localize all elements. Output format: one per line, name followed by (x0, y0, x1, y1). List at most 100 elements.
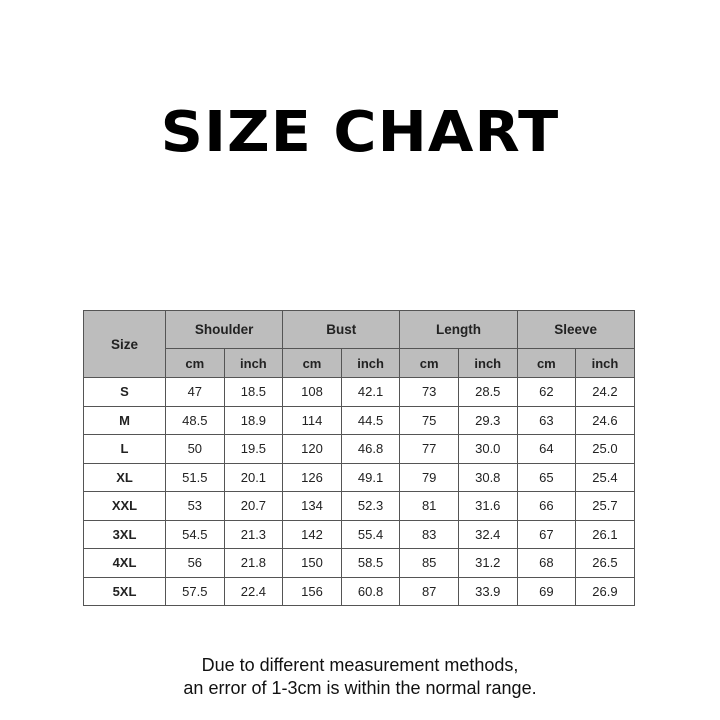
value-cell: 29.3 (457, 405, 518, 435)
page-title: SIZE CHART (160, 100, 560, 165)
table-row: XL 51.5 20.1 126 49.1 79 30.8 65 25.4 (83, 462, 635, 492)
value-cell: 75 (399, 405, 459, 435)
size-cell: 3XL (83, 519, 166, 549)
unit-header: inch (340, 348, 401, 378)
value-cell: 73 (399, 377, 459, 407)
value-cell: 52.3 (340, 491, 401, 521)
value-cell: 57.5 (165, 576, 225, 606)
group-header-shoulder: Shoulder (164, 310, 284, 349)
value-cell: 67 (516, 519, 577, 549)
value-cell: 33.9 (457, 576, 518, 606)
value-cell: 142 (282, 519, 342, 549)
size-cell: L (83, 434, 166, 464)
value-cell: 18.5 (223, 377, 284, 407)
value-cell: 25.4 (575, 462, 635, 492)
value-cell: 21.3 (223, 519, 284, 549)
value-cell: 24.2 (575, 377, 635, 407)
value-cell: 63 (516, 405, 577, 435)
value-cell: 126 (282, 462, 342, 492)
value-cell: 51.5 (165, 462, 225, 492)
value-cell: 31.6 (457, 491, 518, 521)
table-row: S 47 18.5 108 42.1 73 28.5 62 24.2 (83, 377, 635, 407)
value-cell: 18.9 (223, 405, 284, 435)
value-cell: 120 (282, 434, 342, 464)
table-row: XXL 53 20.7 134 52.3 81 31.6 66 25.7 (83, 491, 635, 521)
value-cell: 46.8 (340, 434, 401, 464)
value-cell: 54.5 (165, 519, 225, 549)
value-cell: 87 (399, 576, 459, 606)
value-cell: 26.9 (575, 576, 635, 606)
value-cell: 22.4 (223, 576, 284, 606)
value-cell: 64 (516, 434, 577, 464)
value-cell: 150 (282, 548, 342, 578)
value-cell: 66 (516, 491, 577, 521)
unit-header: cm (282, 348, 342, 378)
value-cell: 77 (399, 434, 459, 464)
size-cell: M (83, 405, 166, 435)
group-header-bust: Bust (282, 310, 401, 349)
unit-header: cm (165, 348, 225, 378)
value-cell: 108 (282, 377, 342, 407)
value-cell: 81 (399, 491, 459, 521)
size-cell: XXL (83, 491, 166, 521)
table-row: 3XL 54.5 21.3 142 55.4 83 32.4 67 26.1 (83, 519, 635, 549)
unit-header: cm (516, 348, 577, 378)
header-row-groups: Size Shoulder Bust Length Sleeve (83, 310, 635, 378)
unit-header: inch (223, 348, 284, 378)
table-row: M 48.5 18.9 114 44.5 75 29.3 63 24.6 (83, 405, 635, 435)
table-row: 4XL 56 21.8 150 58.5 85 31.2 68 26.5 (83, 548, 635, 578)
value-cell: 55.4 (340, 519, 401, 549)
value-cell: 25.7 (575, 491, 635, 521)
header-row-units: cm inch cm inch cm inch cm inch (84, 348, 635, 378)
value-cell: 58.5 (340, 548, 401, 578)
value-cell: 49.1 (340, 462, 401, 492)
table-row: L 50 19.5 120 46.8 77 30.0 64 25.0 (83, 434, 635, 464)
value-cell: 47 (165, 377, 225, 407)
value-cell: 30.8 (457, 462, 518, 492)
unit-header: inch (575, 348, 635, 378)
measurement-note: Due to different measurement methods, an… (0, 654, 720, 700)
value-cell: 26.1 (575, 519, 635, 549)
value-cell: 25.0 (575, 434, 635, 464)
group-header-length: Length (399, 310, 518, 349)
value-cell: 62 (516, 377, 577, 407)
value-cell: 26.5 (575, 548, 635, 578)
table-body: S 47 18.5 108 42.1 73 28.5 62 24.2 M 48.5 18.9 114 44… (83, 377, 635, 606)
value-cell: 114 (282, 405, 342, 435)
value-cell: 53 (165, 491, 225, 521)
value-cell: 48.5 (165, 405, 225, 435)
note-line-1: Due to different measurement methods, (201, 655, 519, 675)
unit-header: cm (399, 348, 459, 378)
value-cell: 79 (399, 462, 459, 492)
size-header: Size (83, 310, 166, 378)
size-cell: XL (83, 462, 166, 492)
note-line-2: an error of 1-3cm is within the normal r… (183, 678, 537, 698)
value-cell: 134 (282, 491, 342, 521)
value-cell: 83 (399, 519, 459, 549)
value-cell: 32.4 (457, 519, 518, 549)
value-cell: 156 (282, 576, 342, 606)
value-cell: 30.0 (457, 434, 518, 464)
group-header-sleeve: Sleeve (516, 310, 635, 349)
value-cell: 44.5 (340, 405, 401, 435)
value-cell: 20.7 (223, 491, 284, 521)
value-cell: 50 (165, 434, 225, 464)
value-cell: 20.1 (223, 462, 284, 492)
value-cell: 56 (165, 548, 225, 578)
value-cell: 21.8 (223, 548, 284, 578)
value-cell: 24.6 (575, 405, 635, 435)
size-cell: 5XL (83, 576, 166, 606)
value-cell: 69 (516, 576, 577, 606)
value-cell: 31.2 (457, 548, 518, 578)
value-cell: 68 (516, 548, 577, 578)
size-table: Size Shoulder Bust Length Sleeve cm inch c… (83, 310, 635, 606)
table-row: 5XL 57.5 22.4 156 60.8 87 33.9 69 26.9 (83, 576, 635, 606)
unit-header: inch (457, 348, 518, 378)
value-cell: 42.1 (340, 377, 401, 407)
size-cell: S (83, 377, 166, 407)
value-cell: 65 (516, 462, 577, 492)
value-cell: 85 (399, 548, 459, 578)
value-cell: 60.8 (340, 576, 401, 606)
value-cell: 28.5 (457, 377, 518, 407)
value-cell: 19.5 (223, 434, 284, 464)
